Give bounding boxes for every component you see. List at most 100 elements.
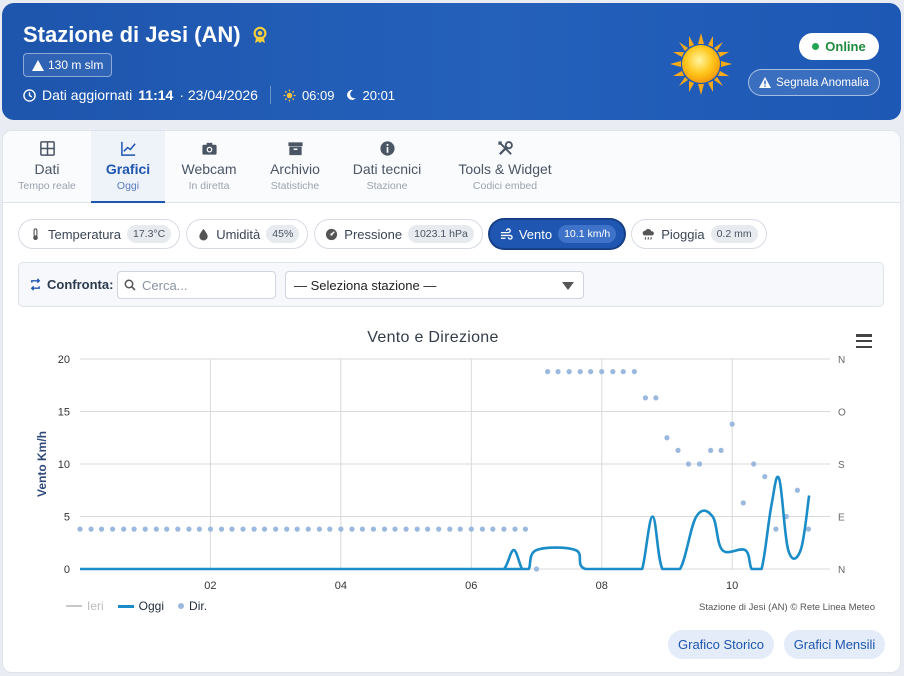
direction-point xyxy=(153,526,159,532)
tab-label: Archivio xyxy=(270,161,320,177)
direction-point xyxy=(610,369,616,375)
updated-time: 11:14 xyxy=(138,87,174,103)
chart-title: Vento e Direzione xyxy=(367,329,499,346)
direction-point xyxy=(533,566,540,572)
warning-icon xyxy=(759,77,772,88)
y-axis-title: Vento Km/h xyxy=(35,431,49,497)
search-placeholder: Cerca... xyxy=(142,277,188,293)
direction-point xyxy=(696,461,703,467)
updated-date: · 23/04/2026 xyxy=(179,87,258,103)
metric-label: Umidità xyxy=(216,226,261,242)
direction-point xyxy=(457,526,463,532)
monthly-charts-button[interactable]: Grafici Mensili xyxy=(784,630,885,659)
metric-chip-vento[interactable]: Vento 10.1 km/h xyxy=(488,219,626,249)
chevron-down-icon xyxy=(562,282,574,290)
legend-item-oggi[interactable]: Oggi xyxy=(117,599,164,613)
direction-point xyxy=(370,526,377,532)
station-title: Stazione di Jesi (AN) xyxy=(23,22,241,47)
direction-point xyxy=(762,474,768,480)
direction-point xyxy=(142,526,148,532)
direction-point xyxy=(751,461,757,467)
direction-point xyxy=(110,526,116,532)
direction-point xyxy=(359,526,365,532)
metric-label: Temperatura xyxy=(48,226,121,242)
direction-point xyxy=(577,369,583,375)
historical-chart-button[interactable]: Grafico Storico xyxy=(668,630,774,659)
y2-tick-label: S xyxy=(838,460,845,471)
direction-point xyxy=(294,526,300,532)
sunrise-icon xyxy=(283,88,296,102)
direction-point xyxy=(555,369,561,375)
direction-point xyxy=(403,526,409,532)
direction-point xyxy=(392,526,398,532)
chart-menu-icon[interactable] xyxy=(856,334,872,348)
medal-icon xyxy=(253,26,267,44)
station-select[interactable]: — Seleziona stazione — xyxy=(285,271,584,299)
legend-label: Ieri xyxy=(87,599,104,613)
direction-point xyxy=(316,526,322,532)
tab-webcam[interactable]: Webcam In diretta xyxy=(169,131,249,202)
tab-sublabel: Stazione xyxy=(366,180,408,192)
wind-speed-line xyxy=(80,475,811,571)
wind-chart: 0 N 5 E 10 S 15 O 20 N 02 04 06 08 10 Vento Km/h Vento … xyxy=(18,324,888,624)
metric-value: 1023.1 hPa xyxy=(408,225,474,243)
tab-dati[interactable]: Dati Tempo reale xyxy=(3,131,91,202)
x-tick-label: 06 xyxy=(465,580,477,592)
direction-point xyxy=(175,526,181,532)
direction-point xyxy=(468,526,474,532)
metric-chip-pressione[interactable]: Pressione 1023.1 hPa xyxy=(314,219,483,249)
y-tick-label: 0 xyxy=(64,564,70,576)
direction-point xyxy=(490,526,496,532)
direction-point xyxy=(522,526,529,532)
legend-item-dir[interactable]: Dir. xyxy=(178,599,207,613)
direction-point xyxy=(273,526,279,532)
direction-point xyxy=(98,526,105,532)
direction-point xyxy=(501,526,507,532)
online-status-badge: Online xyxy=(799,33,879,60)
search-icon xyxy=(124,279,136,291)
direction-point xyxy=(653,395,659,401)
direction-point xyxy=(631,369,637,375)
direction-point xyxy=(479,526,485,532)
report-anomaly-label: Segnala Anomalia xyxy=(776,76,869,89)
archive-icon xyxy=(287,142,303,156)
tab-sublabel: Oggi xyxy=(116,180,140,192)
metric-value: 10.1 km/h xyxy=(558,225,617,243)
chart-credits: Stazione di Jesi (AN) © Rete Linea Meteo xyxy=(699,602,875,613)
camera-icon xyxy=(201,142,217,155)
y2-tick-label: N xyxy=(838,355,845,366)
legend-item-ieri[interactable]: Ieri xyxy=(66,599,104,613)
metric-chip-pioggia[interactable]: Pioggia 0.2 mm xyxy=(631,219,767,249)
direction-point xyxy=(88,526,94,532)
y-tick-label: 15 xyxy=(58,407,70,419)
status-dot xyxy=(812,43,820,50)
sunset-time: 20:01 xyxy=(362,87,396,103)
tab-tools-widget[interactable]: Tools & Widget Codici embed xyxy=(447,131,563,202)
direction-point xyxy=(620,369,626,375)
tab-grafici[interactable]: Grafici Oggi xyxy=(91,131,165,203)
thermometer-icon xyxy=(33,227,38,240)
wind-icon xyxy=(500,227,513,240)
swap-icon xyxy=(30,278,41,291)
direction-point xyxy=(447,526,453,532)
divider xyxy=(269,86,271,104)
x-tick-label: 10 xyxy=(726,580,738,592)
tab-dati-tecnici[interactable]: Dati tecnici Stazione xyxy=(341,131,433,202)
tab-sublabel: Tempo reale xyxy=(18,180,76,192)
tab-sublabel: In diretta xyxy=(188,180,230,192)
clock-icon xyxy=(23,88,36,102)
metric-value: 45% xyxy=(266,225,300,243)
direction-point xyxy=(512,526,518,532)
tab-sublabel: Codici embed xyxy=(472,180,538,192)
tab-archivio[interactable]: Archivio Statistiche xyxy=(257,131,333,202)
y-tick-label: 20 xyxy=(58,354,70,366)
metric-chip-umidita[interactable]: Umidità 45% xyxy=(186,219,309,249)
main-card: Dati Tempo reale Grafici Oggi Webcam In … xyxy=(2,130,901,673)
station-search-input[interactable]: Cerca... xyxy=(117,271,276,299)
y-tick-label: 10 xyxy=(58,459,70,471)
x-tick-label: 02 xyxy=(204,580,216,592)
legend-line xyxy=(66,605,82,607)
metric-chip-temperatura[interactable]: Temperatura 17.3°C xyxy=(18,219,181,249)
legend-label: Dir. xyxy=(189,599,208,613)
report-anomaly-button[interactable]: Segnala Anomalia xyxy=(748,69,880,96)
